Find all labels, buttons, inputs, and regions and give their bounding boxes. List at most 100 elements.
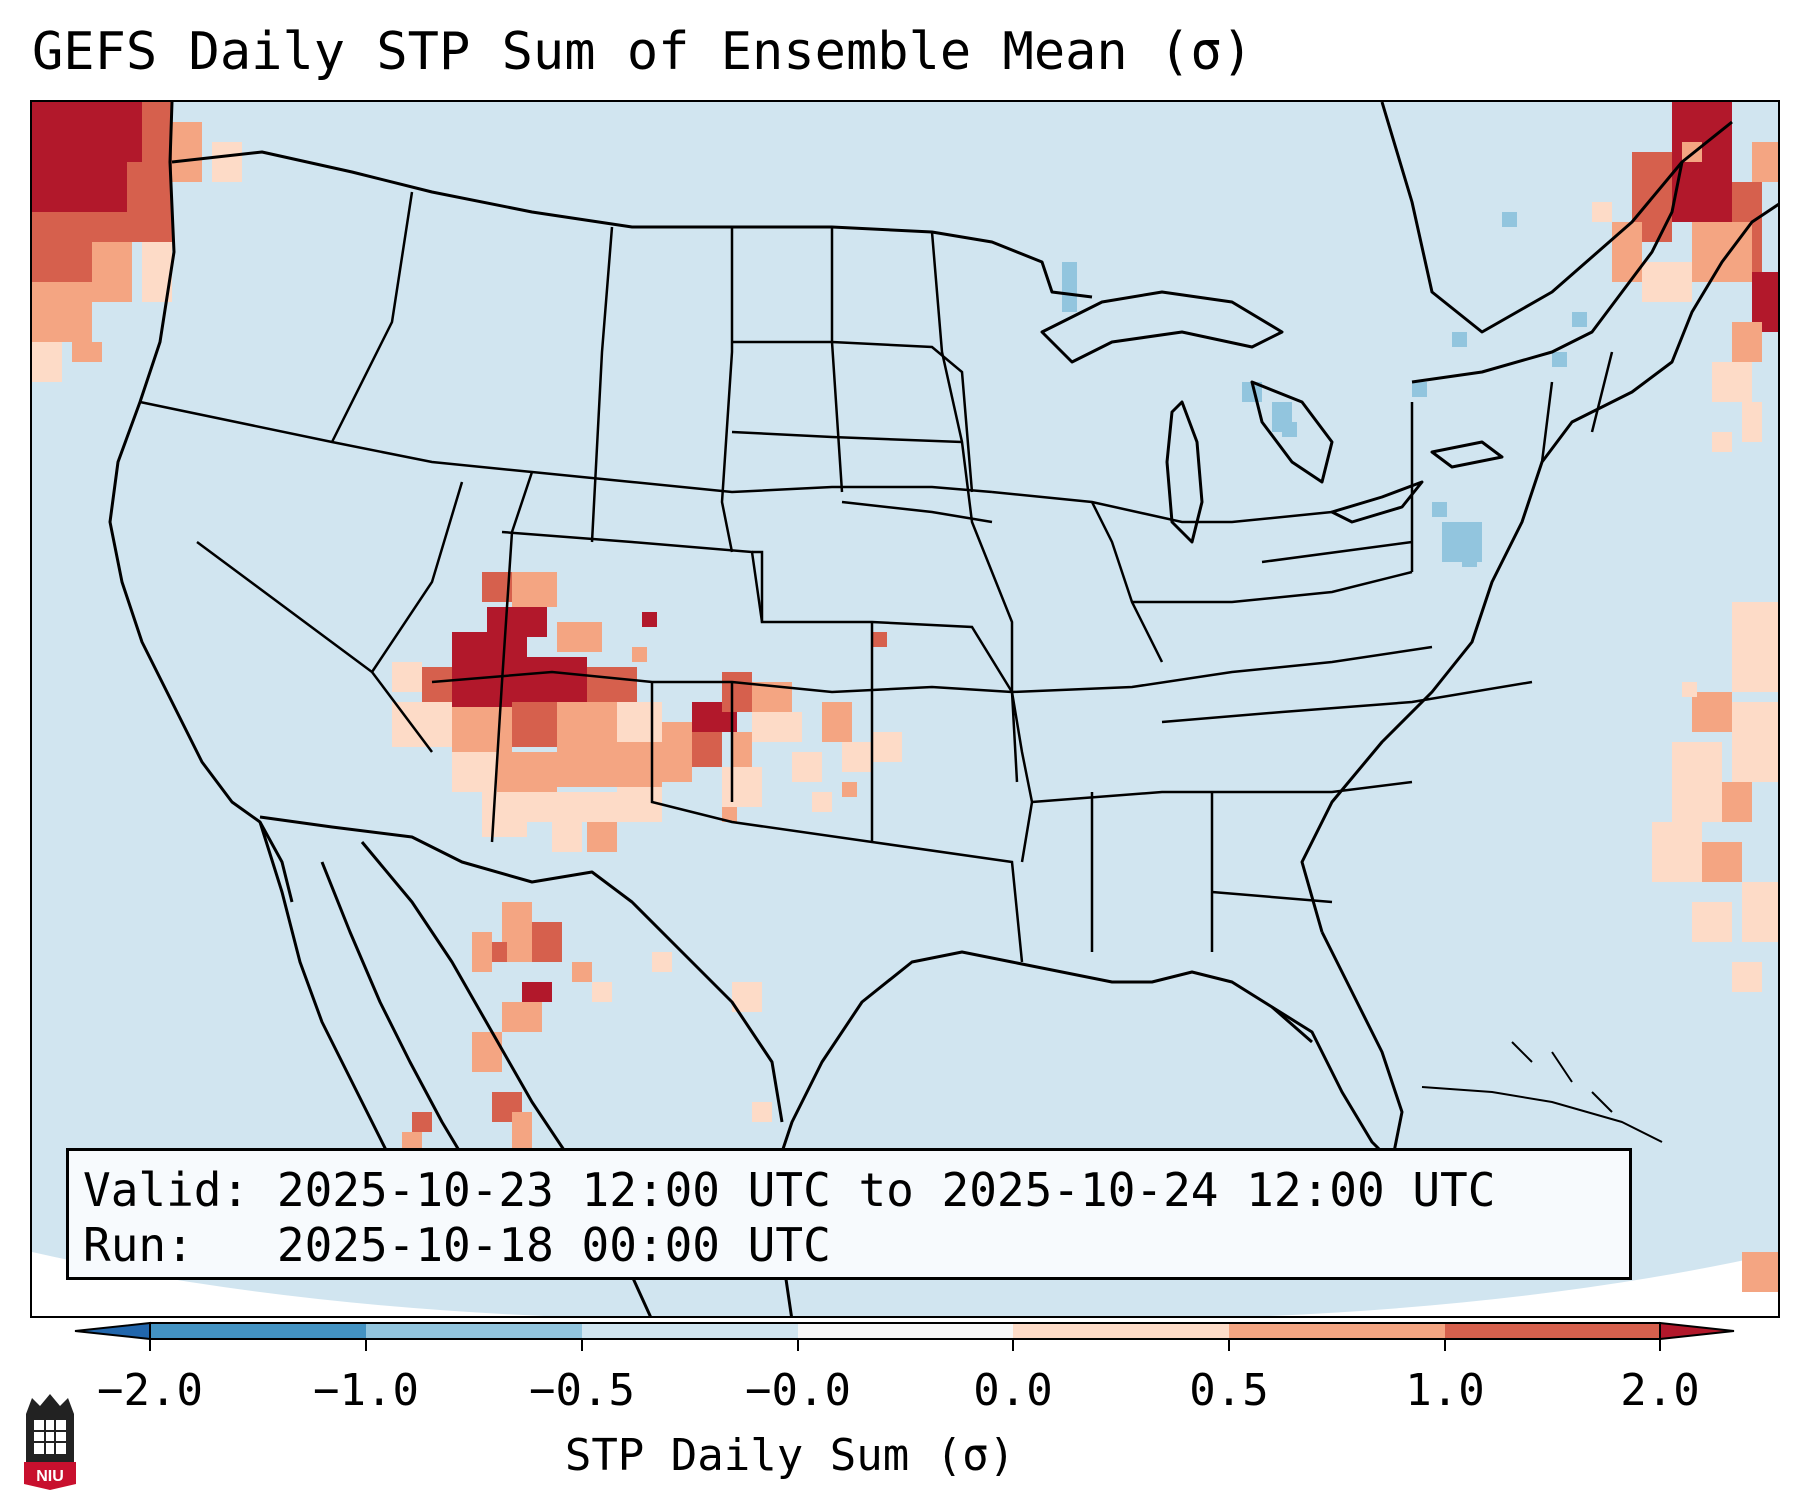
anomaly-cell [557, 622, 602, 652]
anomaly-cell [502, 1002, 542, 1032]
state-border [731, 430, 963, 444]
anomaly-cell [732, 732, 752, 767]
anomaly-cell [1682, 682, 1697, 697]
anomaly-cell [212, 142, 242, 182]
anomaly-cell [522, 982, 552, 1002]
anomaly-cell [1692, 902, 1732, 942]
state-border [490, 471, 534, 843]
anomaly-cell [142, 102, 172, 162]
colorbar-tick-label: 0.0 [973, 1365, 1053, 1416]
logo-window [34, 1420, 66, 1454]
state-border [370, 481, 464, 673]
state-border [1261, 540, 1413, 564]
anomaly-cell [1742, 882, 1778, 942]
anomaly-cell [617, 742, 662, 787]
logo-banner [24, 1462, 76, 1490]
state-border [139, 400, 993, 494]
anomaly-cell [552, 822, 582, 852]
anomaly-cell [127, 162, 172, 242]
state-border [841, 500, 993, 524]
niu-logo: NIU [24, 1394, 76, 1490]
colorbar-bin [798, 1323, 1013, 1339]
anomaly-cell [1732, 962, 1762, 992]
projection-edge-left [32, 1252, 545, 1316]
state-border [431, 645, 1433, 694]
anomaly-cell [1712, 432, 1732, 452]
state-border [752, 550, 1014, 693]
anomaly-cell [472, 932, 492, 972]
colorbar-bins [149, 1322, 1661, 1340]
anomaly-cell [512, 572, 557, 607]
anomaly-cell [662, 722, 692, 782]
state-border [1031, 780, 1413, 804]
lake-michigan [1165, 400, 1204, 544]
coastlines-and-borders [108, 102, 1778, 1316]
anomaly-cell [722, 767, 762, 807]
state-border [1211, 890, 1333, 904]
state-border [991, 490, 1333, 524]
colorbar-tick-label: −0.0 [745, 1365, 851, 1416]
state-border [720, 227, 734, 553]
anomaly-cell [812, 792, 832, 812]
anomaly-cell [1732, 322, 1762, 362]
lake-huron [1250, 380, 1334, 484]
anomaly-cell [587, 667, 637, 707]
colorbar-extend-low [74, 1321, 151, 1341]
colorbar-bin [150, 1323, 366, 1339]
baja-gulf-side [320, 861, 474, 1173]
anomaly-cell [617, 702, 662, 742]
anomaly-cell [412, 1112, 432, 1132]
anomaly-cell [822, 702, 852, 742]
west-coast [108, 102, 294, 903]
anomaly-cell [632, 647, 647, 662]
east-coast [1300, 202, 1778, 933]
valid-label: Valid: [83, 1163, 250, 1217]
valid-value: 2025-10-23 12:00 UTC to 2025-10-24 12:00… [276, 1163, 1496, 1217]
anomaly-cell [32, 102, 142, 212]
colorbar-bin [582, 1323, 798, 1339]
anomaly-cell [1572, 312, 1587, 327]
colorbar-tick-label: 1.0 [1405, 1365, 1485, 1416]
anomaly-cell [1592, 202, 1612, 222]
state-border [330, 191, 414, 443]
cuba [1421, 1086, 1663, 1143]
anomaly-cell [32, 282, 92, 342]
anomaly-cell [392, 662, 422, 692]
anomaly-cell [752, 1102, 772, 1122]
state-border [1090, 501, 1164, 663]
anomaly-cell [692, 732, 722, 767]
northeast-border [1411, 161, 1684, 384]
anomaly-cell [652, 952, 672, 972]
anomaly-cell [872, 732, 902, 762]
anomaly-cell [487, 607, 547, 637]
anomaly-cell [1062, 262, 1077, 312]
state-border [1161, 680, 1533, 724]
anomaly-cell [512, 702, 557, 747]
anomaly-cell [497, 752, 557, 792]
anomaly-cell [557, 702, 617, 747]
state-border [1540, 381, 1554, 463]
state-border [590, 226, 614, 543]
anomaly-cell [792, 752, 822, 782]
anomaly-cell [1672, 742, 1722, 822]
st-lawrence [1380, 102, 1733, 334]
colorbar-tick-label: 0.5 [1189, 1365, 1269, 1416]
anomaly-cell [1742, 1252, 1778, 1292]
anomaly-cell [722, 672, 752, 712]
anomaly-cell [452, 632, 527, 707]
anomaly-cell [642, 612, 657, 627]
colorbar-extend-high [1659, 1321, 1735, 1341]
run-row: Run: 2025-10-18 00:00 UTC [83, 1218, 1615, 1273]
colorbar [74, 1321, 1735, 1351]
bahamas [1511, 1041, 1613, 1113]
run-label: Run: [83, 1218, 194, 1272]
anomaly-cell [1742, 402, 1762, 442]
anomaly-cell [722, 807, 737, 822]
anomaly-cell [1712, 362, 1752, 402]
anomaly-cell [1462, 552, 1477, 567]
colorbar-bin [1229, 1323, 1445, 1339]
state-border [732, 340, 974, 493]
anomaly-cell [592, 982, 612, 1002]
anomaly-cell [482, 792, 527, 837]
anomaly-cell [1282, 422, 1297, 437]
